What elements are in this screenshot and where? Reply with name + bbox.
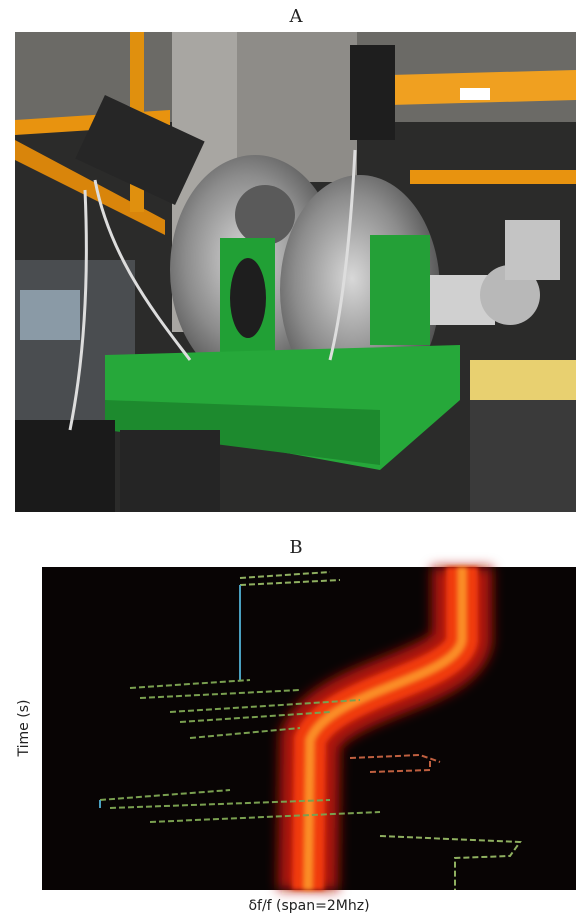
photo	[15, 32, 576, 512]
y-axis-label: Time (s)	[16, 700, 32, 758]
panel-label: B	[289, 537, 302, 558]
x-axis-label: δf/f (span=2Mhz)	[248, 898, 369, 914]
page: A B	[0, 0, 576, 917]
panel-label: A	[289, 6, 304, 27]
figure: A B	[0, 0, 576, 917]
spectrogram	[42, 567, 576, 890]
